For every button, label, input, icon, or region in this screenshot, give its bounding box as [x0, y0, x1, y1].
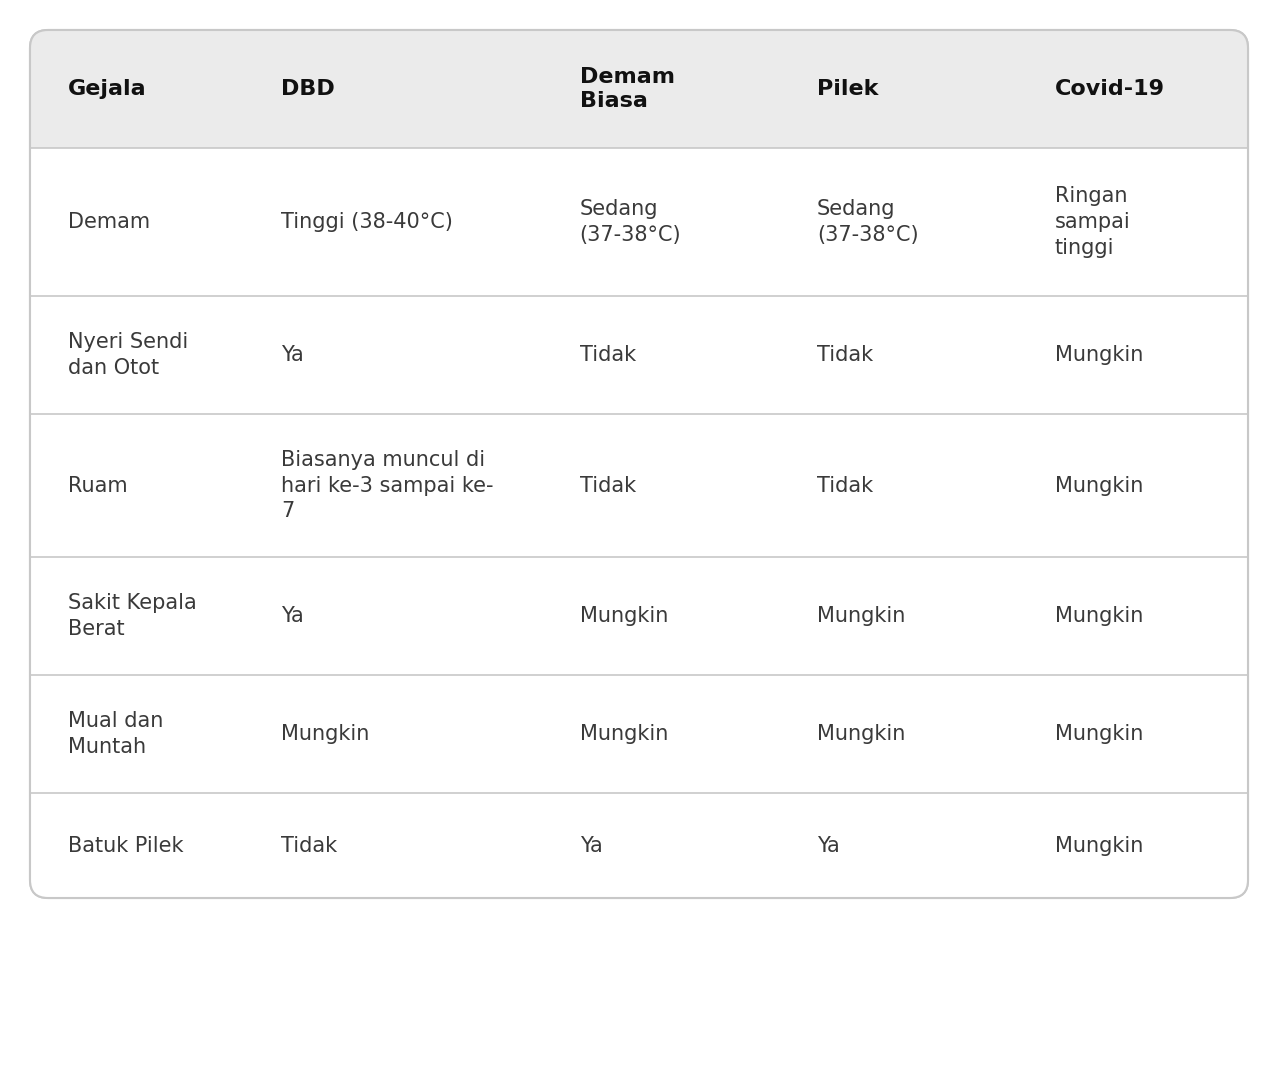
Text: Mungkin: Mungkin	[1054, 606, 1143, 626]
Text: Sakit Kepala
Berat: Sakit Kepala Berat	[68, 593, 197, 639]
Text: Nyeri Sendi
dan Otot: Nyeri Sendi dan Otot	[68, 332, 188, 378]
Text: Mungkin: Mungkin	[579, 724, 668, 744]
Text: DBD: DBD	[281, 78, 335, 99]
FancyBboxPatch shape	[29, 31, 1249, 898]
Text: Tidak: Tidak	[579, 475, 635, 496]
Bar	[29, 89, 1249, 148]
Text: Tidak: Tidak	[817, 346, 873, 365]
Text: Sedang
(37-38°C): Sedang (37-38°C)	[579, 199, 681, 245]
Text: Sedang
(37-38°C): Sedang (37-38°C)	[817, 199, 919, 245]
Text: Ya: Ya	[817, 836, 840, 856]
Text: Covid-19: Covid-19	[1054, 78, 1164, 99]
Text: Tidak: Tidak	[579, 346, 635, 365]
Bar	[29, 148, 1249, 523]
FancyBboxPatch shape	[29, 31, 1249, 148]
Text: Ya: Ya	[281, 606, 304, 626]
Text: Batuk Pilek: Batuk Pilek	[68, 836, 184, 856]
Text: Mungkin: Mungkin	[281, 724, 369, 744]
FancyBboxPatch shape	[29, 148, 1249, 898]
Text: Tinggi (38-40°C): Tinggi (38-40°C)	[281, 211, 452, 232]
Text: Mungkin: Mungkin	[1054, 836, 1143, 856]
Text: Mungkin: Mungkin	[817, 606, 905, 626]
Text: Mungkin: Mungkin	[1054, 475, 1143, 496]
Text: Mungkin: Mungkin	[817, 724, 905, 744]
Text: Tidak: Tidak	[817, 475, 873, 496]
Text: Biasanya muncul di
hari ke-3 sampai ke-
7: Biasanya muncul di hari ke-3 sampai ke- …	[281, 450, 493, 521]
Text: Ruam: Ruam	[68, 475, 128, 496]
Text: Ya: Ya	[579, 836, 602, 856]
Text: Mungkin: Mungkin	[1054, 346, 1143, 365]
Text: Gejala: Gejala	[68, 78, 147, 99]
Text: Pilek: Pilek	[817, 78, 878, 99]
Text: Ringan
sampai
tinggi: Ringan sampai tinggi	[1054, 186, 1130, 257]
Text: Mual dan
Muntah: Mual dan Muntah	[68, 711, 164, 756]
Text: Demam
Biasa: Demam Biasa	[579, 66, 675, 111]
Text: Ya: Ya	[281, 346, 304, 365]
Text: Tidak: Tidak	[281, 836, 337, 856]
Text: Demam: Demam	[68, 211, 150, 232]
Text: Mungkin: Mungkin	[1054, 724, 1143, 744]
Text: Mungkin: Mungkin	[579, 606, 668, 626]
